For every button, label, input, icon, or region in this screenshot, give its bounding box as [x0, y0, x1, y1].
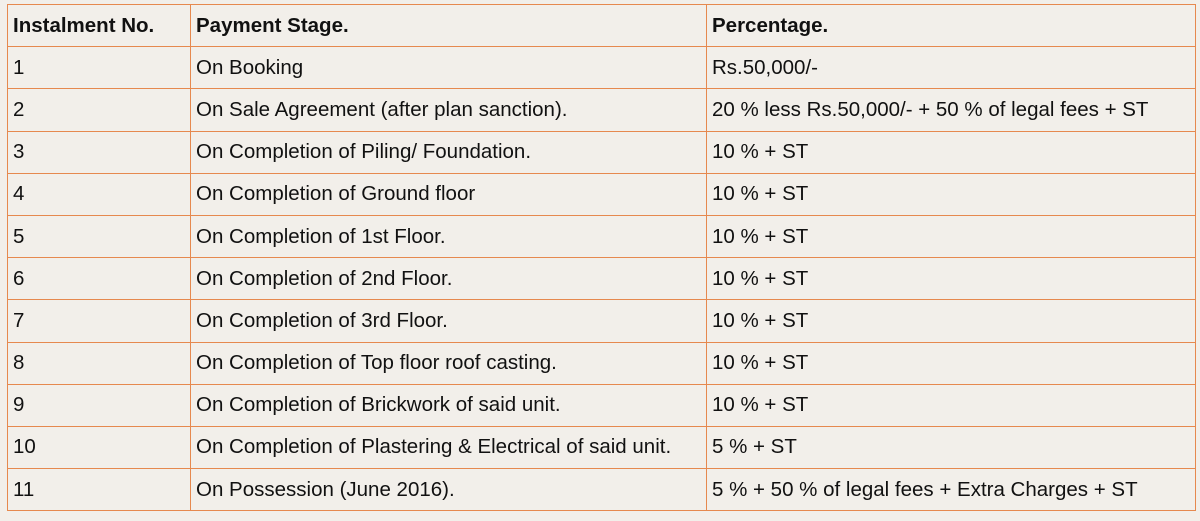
table-row: 9 On Completion of Brickwork of said uni…	[7, 383, 1196, 427]
payment-schedule-table: Instalment No. Payment Stage. Percentage…	[7, 3, 1196, 512]
instalment-no-cell: 5	[7, 214, 191, 259]
table-row: 1 On Booking Rs.50,000/-	[7, 46, 1196, 90]
instalment-no-cell: 10	[7, 425, 191, 470]
payment-stage-cell: On Completion of Piling/ Foundation.	[190, 130, 707, 174]
percentage-cell: 10 % + ST	[706, 257, 1196, 301]
instalment-no-cell: 6	[7, 257, 191, 301]
percentage-cell: 10 % + ST	[706, 383, 1196, 427]
percentage-cell: 10 % + ST	[706, 341, 1196, 385]
header-instalment-no: Instalment No.	[7, 3, 191, 48]
instalment-no-cell: 4	[7, 172, 191, 216]
payment-stage-cell: On Completion of Ground floor	[190, 172, 707, 216]
payment-stage-cell: On Completion of 1st Floor.	[190, 214, 707, 259]
payment-stage-cell: On Completion of Plastering & Electrical…	[190, 425, 707, 470]
table-row: 8 On Completion of Top floor roof castin…	[7, 341, 1196, 385]
percentage-cell: 10 % + ST	[706, 299, 1196, 343]
table-body: 1 On Booking Rs.50,000/- 2 On Sale Agree…	[7, 46, 1196, 512]
header-payment-stage: Payment Stage.	[190, 3, 707, 48]
header-row: Instalment No. Payment Stage. Percentage…	[7, 3, 1196, 48]
payment-stage-cell: On Completion of Top floor roof casting.	[190, 341, 707, 385]
payment-stage-cell: On Completion of 2nd Floor.	[190, 257, 707, 301]
percentage-cell: 10 % + ST	[706, 130, 1196, 174]
payment-stage-cell: On Completion of 3rd Floor.	[190, 299, 707, 343]
percentage-cell: 20 % less Rs.50,000/- + 50 % of legal fe…	[706, 88, 1196, 132]
percentage-cell: 5 % + 50 % of legal fees + Extra Charges…	[706, 468, 1196, 512]
payment-stage-cell: On Booking	[190, 46, 707, 90]
table-row: 5 On Completion of 1st Floor. 10 % + ST	[7, 214, 1196, 259]
percentage-cell: 10 % + ST	[706, 214, 1196, 259]
header-percentage: Percentage.	[706, 3, 1196, 48]
payment-stage-cell: On Possession (June 2016).	[190, 468, 707, 512]
payment-stage-cell: On Completion of Brickwork of said unit.	[190, 383, 707, 427]
instalment-no-cell: 8	[7, 341, 191, 385]
percentage-cell: 10 % + ST	[706, 172, 1196, 216]
instalment-no-cell: 1	[7, 46, 191, 90]
table-row: 2 On Sale Agreement (after plan sanction…	[7, 88, 1196, 132]
table-row: 4 On Completion of Ground floor 10 % + S…	[7, 172, 1196, 216]
percentage-cell: 5 % + ST	[706, 425, 1196, 470]
table-row: 11 On Possession (June 2016). 5 % + 50 %…	[7, 468, 1196, 512]
table-row: 7 On Completion of 3rd Floor. 10 % + ST	[7, 299, 1196, 343]
table-row: 10 On Completion of Plastering & Electri…	[7, 425, 1196, 470]
table-row: 6 On Completion of 2nd Floor. 10 % + ST	[7, 257, 1196, 301]
instalment-no-cell: 7	[7, 299, 191, 343]
table-header: Instalment No. Payment Stage. Percentage…	[7, 3, 1196, 48]
percentage-cell: Rs.50,000/-	[706, 46, 1196, 90]
instalment-no-cell: 9	[7, 383, 191, 427]
table-row: 3 On Completion of Piling/ Foundation. 1…	[7, 130, 1196, 174]
instalment-no-cell: 3	[7, 130, 191, 174]
instalment-no-cell: 11	[7, 468, 191, 512]
payment-stage-cell: On Sale Agreement (after plan sanction).	[190, 88, 707, 132]
instalment-no-cell: 2	[7, 88, 191, 132]
